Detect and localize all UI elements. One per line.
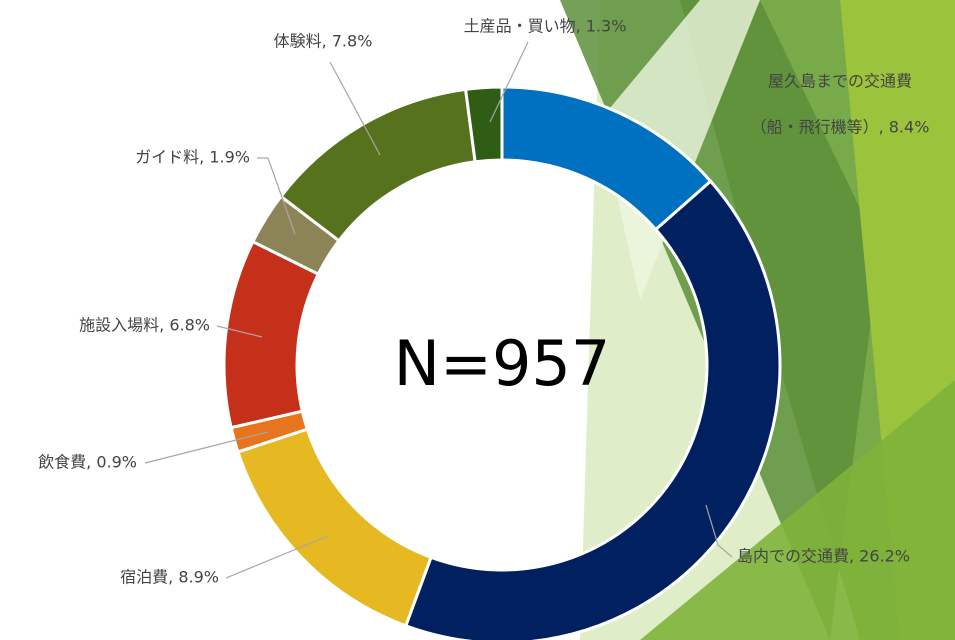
data-label: 宿泊費, 8.9%	[120, 568, 219, 587]
data-label: 体験料, 7.8%	[274, 32, 373, 51]
leader-line	[329, 61, 381, 156]
data-label: ガイド料, 1.9%	[135, 148, 250, 167]
donut	[222, 85, 782, 640]
labels: 屋久島までの交通費 （船・飛行機等）, 8.4% 島内での交通費, 26.2% 宿泊費…	[38, 17, 929, 587]
leader-line	[257, 157, 296, 235]
leader-line	[705, 504, 733, 558]
data-label: （船・飛行機等）, 8.4%	[751, 118, 930, 137]
center-label: N=957	[394, 327, 611, 400]
leader-line	[225, 535, 329, 579]
leader-line	[144, 431, 269, 464]
data-label: 飲食費, 0.9%	[38, 453, 137, 472]
data-label: 施設入場料, 6.8%	[79, 316, 210, 335]
data-label: 屋久島までの交通費	[768, 72, 912, 91]
data-label: 土産品・買い物, 1.3%	[464, 17, 627, 36]
data-label: 島内での交通費, 26.2%	[737, 547, 910, 566]
donut-slice	[463, 85, 504, 164]
leader-line	[489, 41, 529, 123]
donut-slice	[278, 87, 477, 243]
donut-slice	[403, 179, 782, 640]
donut-slice	[222, 239, 321, 430]
donut-slice	[236, 427, 433, 628]
leader-line	[216, 325, 263, 338]
